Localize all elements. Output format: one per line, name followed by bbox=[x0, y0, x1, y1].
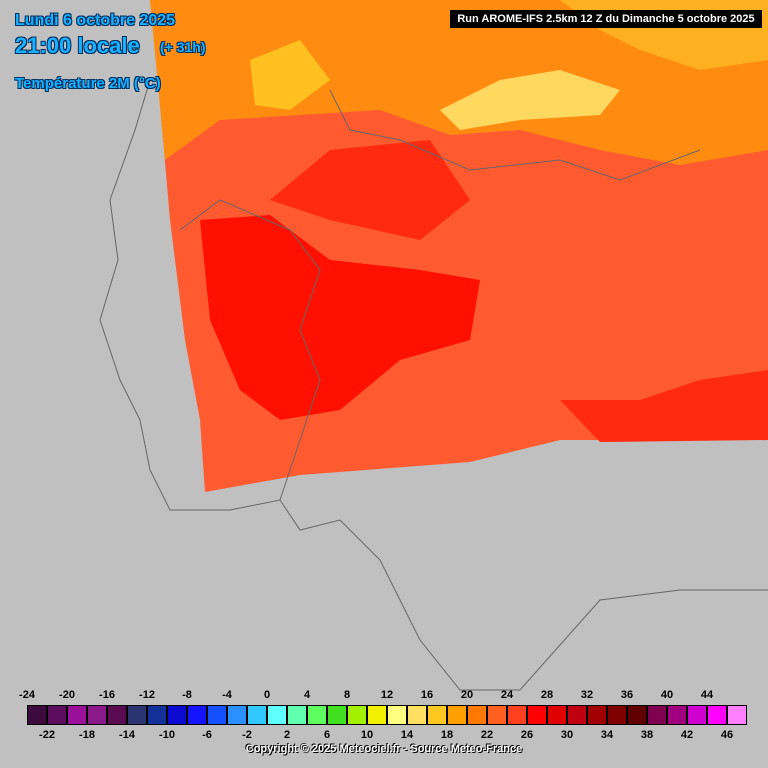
legend-label: -12 bbox=[139, 689, 155, 701]
legend-label: 4 bbox=[303, 689, 311, 701]
hot-zone bbox=[560, 370, 768, 442]
legend-label: -14 bbox=[119, 729, 135, 741]
legend-swatch bbox=[707, 705, 727, 725]
legend-label: -16 bbox=[99, 689, 115, 701]
legend-swatch bbox=[207, 705, 227, 725]
legend-swatch bbox=[187, 705, 207, 725]
legend-label: 42 bbox=[680, 729, 694, 741]
legend-swatch bbox=[727, 705, 747, 725]
legend-label: -8 bbox=[182, 689, 192, 701]
legend-label: 2 bbox=[283, 729, 291, 741]
legend-label: 22 bbox=[480, 729, 494, 741]
legend-label: -24 bbox=[19, 689, 35, 701]
legend-swatch bbox=[387, 705, 407, 725]
variable-title: Température 2M (°C) bbox=[15, 75, 161, 92]
legend-swatch bbox=[447, 705, 467, 725]
legend-swatch bbox=[287, 705, 307, 725]
legend-label: 36 bbox=[620, 689, 634, 701]
cool-zone bbox=[440, 70, 620, 130]
legend-swatch bbox=[267, 705, 287, 725]
legend-swatch bbox=[627, 705, 647, 725]
cool-zone bbox=[250, 40, 330, 110]
legend-swatch bbox=[47, 705, 67, 725]
legend-label: 28 bbox=[540, 689, 554, 701]
legend-swatch bbox=[567, 705, 587, 725]
legend-swatch bbox=[367, 705, 387, 725]
legend-label: 12 bbox=[380, 689, 394, 701]
legend-swatch bbox=[347, 705, 367, 725]
copyright: Copyright © 2025 Meteociel.fr - Source M… bbox=[245, 743, 523, 755]
legend-swatch bbox=[427, 705, 447, 725]
legend-label: -2 bbox=[242, 729, 252, 741]
legend-swatch bbox=[67, 705, 87, 725]
legend-swatch bbox=[167, 705, 187, 725]
legend-swatch bbox=[587, 705, 607, 725]
legend-label: 44 bbox=[700, 689, 714, 701]
legend-label: 6 bbox=[323, 729, 331, 741]
hot-zone bbox=[270, 140, 470, 240]
legend-swatch bbox=[467, 705, 487, 725]
legend-swatch bbox=[147, 705, 167, 725]
legend-swatch bbox=[227, 705, 247, 725]
legend-swatch bbox=[527, 705, 547, 725]
legend-label: 16 bbox=[420, 689, 434, 701]
legend-swatch bbox=[487, 705, 507, 725]
legend-label: 20 bbox=[460, 689, 474, 701]
legend-label: 38 bbox=[640, 729, 654, 741]
legend-swatch bbox=[507, 705, 527, 725]
lead-time: (+ 31h) bbox=[160, 39, 206, 55]
legend-label: 0 bbox=[263, 689, 271, 701]
legend-label: -20 bbox=[59, 689, 75, 701]
run-info: Run AROME-IFS 2.5km 12 Z du Dimanche 5 o… bbox=[450, 10, 762, 28]
legend-swatch bbox=[107, 705, 127, 725]
legend-label: 18 bbox=[440, 729, 454, 741]
legend-label: 30 bbox=[560, 729, 574, 741]
legend-swatch bbox=[27, 705, 47, 725]
legend-label: 14 bbox=[400, 729, 414, 741]
coastlines bbox=[99, 79, 768, 691]
hot-zone bbox=[200, 215, 480, 420]
legend-swatch bbox=[327, 705, 347, 725]
legend-label: 26 bbox=[520, 729, 534, 741]
legend-label: -6 bbox=[202, 729, 212, 741]
date-title: Lundi 6 octobre 2025 bbox=[15, 12, 176, 29]
legend-swatch bbox=[87, 705, 107, 725]
legend-label: -4 bbox=[222, 689, 232, 701]
legend-swatch bbox=[607, 705, 627, 725]
legend-label: -22 bbox=[39, 729, 55, 741]
warm-zone bbox=[150, 0, 768, 165]
legend-label: 10 bbox=[360, 729, 374, 741]
legend-label: -18 bbox=[79, 729, 95, 741]
legend-label: 34 bbox=[600, 729, 614, 741]
legend-swatch bbox=[407, 705, 427, 725]
legend-swatch bbox=[647, 705, 667, 725]
legend-swatch bbox=[667, 705, 687, 725]
legend-swatch bbox=[687, 705, 707, 725]
legend-label: 8 bbox=[343, 689, 351, 701]
time-title: 21:00 locale bbox=[15, 33, 140, 58]
legend-swatch bbox=[307, 705, 327, 725]
legend-swatch bbox=[547, 705, 567, 725]
legend-label: 32 bbox=[580, 689, 594, 701]
legend-swatch bbox=[127, 705, 147, 725]
legend-label: -10 bbox=[159, 729, 175, 741]
legend-label: 46 bbox=[720, 729, 734, 741]
legend-label: 40 bbox=[660, 689, 674, 701]
legend-swatch bbox=[247, 705, 267, 725]
legend-label: 24 bbox=[500, 689, 514, 701]
